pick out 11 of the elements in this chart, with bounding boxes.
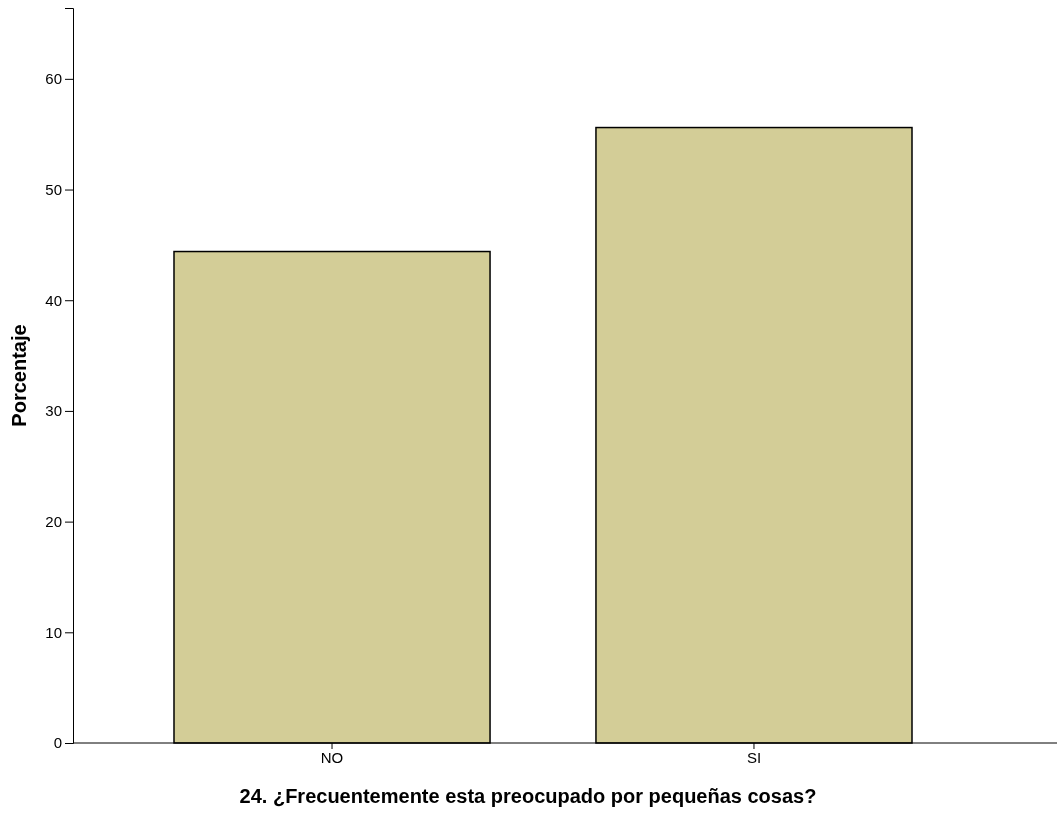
y-tick-label: 60 [45,70,62,88]
y-axis-title: Porcentaje [8,324,30,427]
y-tick-label: 40 [45,291,62,309]
y-tick-label: 0 [53,734,62,752]
y-tick-label: 20 [45,512,62,530]
y-tick-label: 10 [45,623,62,641]
x-tick-label: SI [746,748,762,766]
x-tick-label: NO [320,748,344,766]
y-tick-label: 30 [45,402,62,420]
y-tick-label: 50 [45,180,62,198]
x-axis-title: 24. ¿Frecuentemente esta preocupado por pequeñas cosas? [239,785,817,807]
